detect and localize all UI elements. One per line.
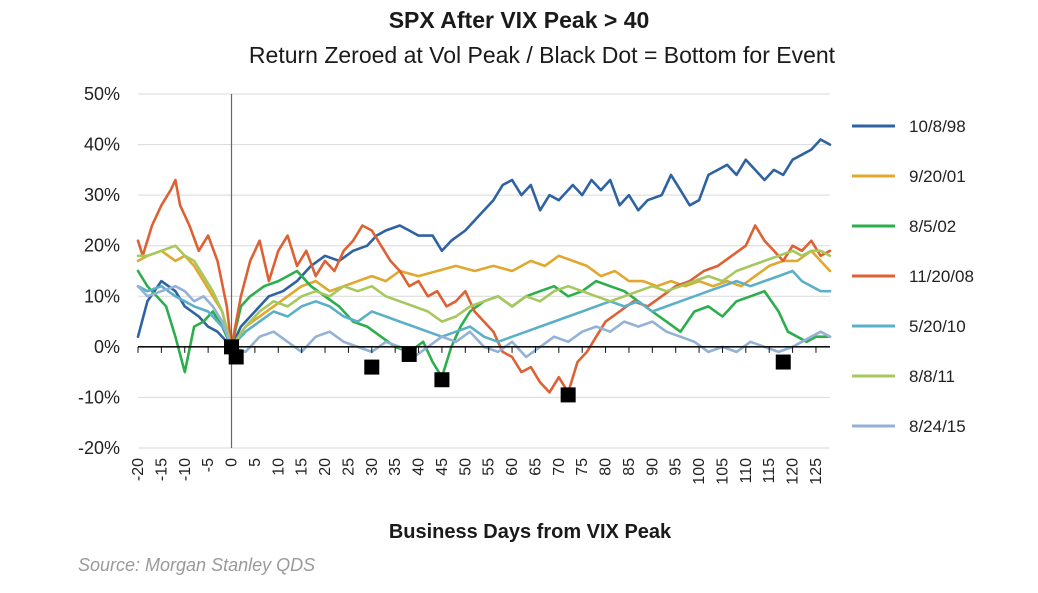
bottom-marker	[560, 387, 576, 403]
x-tick-label: 15	[294, 458, 311, 476]
y-tick-label: -20%	[78, 438, 120, 458]
source-note: Source: Morgan Stanley QDS	[78, 555, 315, 575]
legend: 10/8/98 9/20/01 8/5/02 11/20/08 5/20/10 8/8/1…	[852, 117, 974, 436]
x-tick-label: 85	[621, 458, 638, 476]
y-tick-label: 20%	[84, 236, 120, 256]
x-tick-label: 120	[785, 458, 802, 485]
x-tick-label: 30	[364, 458, 381, 476]
x-tick-label: -20	[130, 458, 147, 481]
axes	[138, 94, 830, 448]
y-tick-label: 0%	[94, 337, 120, 357]
x-tick-label: 125	[808, 458, 825, 485]
x-tick-label: 70	[551, 458, 568, 476]
x-tick-label: -15	[153, 458, 170, 481]
x-tick-label: 55	[481, 458, 498, 476]
y-tick-label: 50%	[84, 84, 120, 104]
series-line-1	[136, 138, 832, 349]
bottom-marker	[775, 354, 791, 370]
chart-subtitle: Return Zeroed at Vol Peak / Black Dot = …	[249, 42, 836, 68]
x-tick-label: 0	[224, 458, 241, 467]
legend-label: 9/20/01	[909, 167, 966, 186]
x-axis: -20 -15 -10 -5 0 5 10 15 20 25 30 35 40 45 50 55 60 65 70 7…	[130, 346, 825, 485]
legend-label: 5/20/10	[909, 317, 966, 336]
x-tick-label: 95	[668, 458, 685, 476]
y-tick-label: 30%	[84, 185, 120, 205]
x-tick-label: 35	[387, 458, 404, 476]
x-tick-label: 105	[714, 458, 731, 485]
legend-label: 8/24/15	[909, 417, 966, 436]
y-tick-label: 10%	[84, 286, 120, 306]
bottom-marker	[401, 346, 417, 362]
x-tick-label: 90	[644, 458, 661, 476]
y-tick-label: 40%	[84, 135, 120, 155]
x-tick-label: -10	[177, 458, 194, 481]
y-tick-label: -10%	[78, 387, 120, 407]
x-tick-label: 100	[691, 458, 708, 485]
x-tick-label: 20	[317, 458, 334, 476]
x-tick-label: -5	[200, 458, 217, 472]
y-axis: 50% 40% 30% 20% 10% 0% -10% -20%	[78, 84, 830, 458]
x-tick-label: 45	[434, 458, 451, 476]
x-tick-label: 65	[527, 458, 544, 476]
x-tick-label: 25	[340, 458, 357, 476]
x-tick-label: 75	[574, 458, 591, 476]
x-tick-label: 80	[598, 458, 615, 476]
x-tick-label: 115	[761, 458, 778, 484]
x-tick-label: 10	[270, 458, 287, 476]
bottom-marker	[228, 349, 244, 365]
bottom-marker	[434, 372, 450, 388]
legend-label: 8/5/02	[909, 217, 956, 236]
legend-label: 10/8/98	[909, 117, 966, 136]
x-tick-label: 5	[247, 458, 264, 467]
x-tick-label: 110	[738, 458, 755, 484]
bottom-marker	[364, 359, 380, 375]
x-tick-label: 60	[504, 458, 521, 476]
x-axis-title: Business Days from VIX Peak	[389, 521, 672, 543]
bottom-markers	[224, 339, 791, 403]
chart-title: SPX After VIX Peak > 40	[389, 7, 650, 33]
legend-label: 11/20/08	[909, 267, 974, 286]
x-tick-label: 40	[411, 458, 428, 476]
legend-label: 8/8/11	[909, 367, 955, 386]
x-tick-label: 50	[457, 458, 474, 476]
